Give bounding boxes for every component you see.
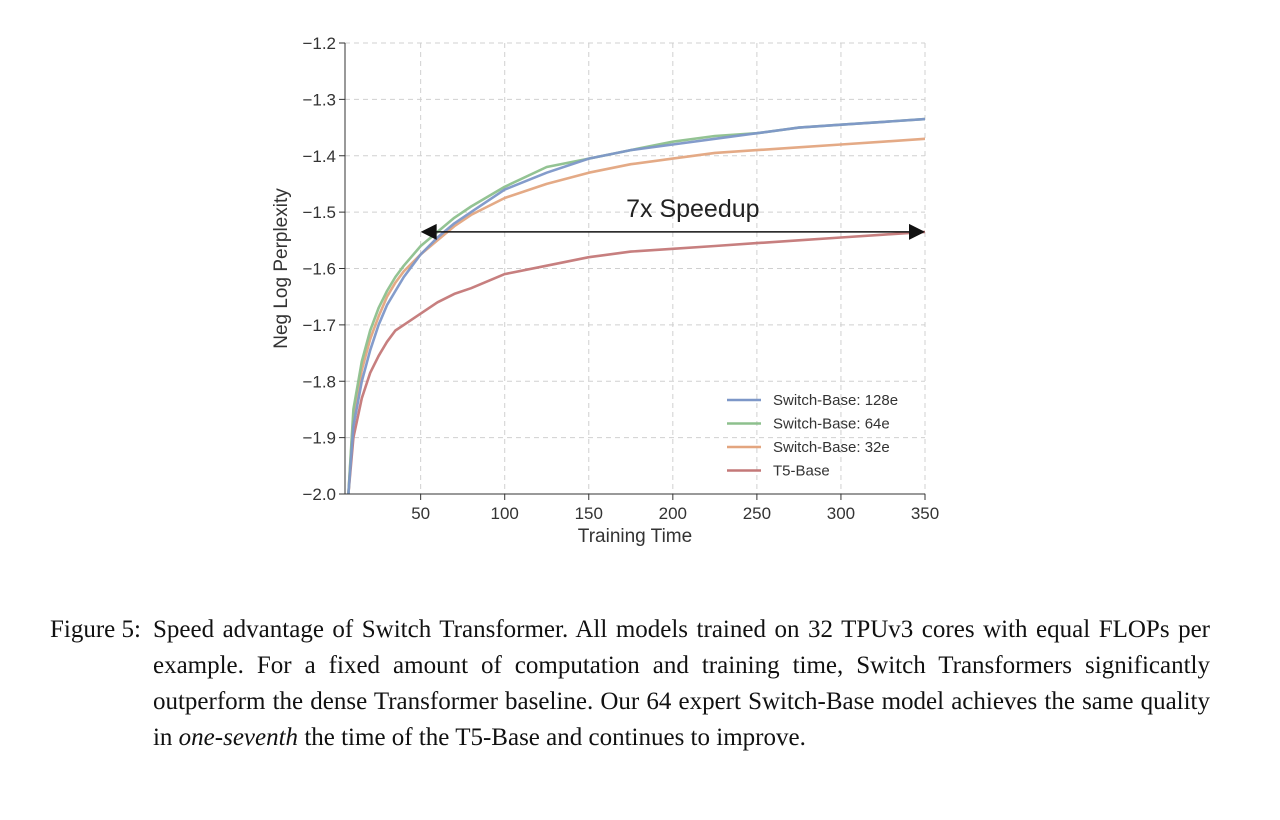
- y-tick-label: −1.6: [302, 260, 336, 279]
- x-tick-label: 50: [411, 504, 430, 523]
- legend-label: Switch-Base: 32e: [773, 439, 890, 456]
- ticks: −2.0 −1.9 −1.8 −1.7 −1.6 −1.5 −1.4 −1.3 −1.2 50 10…: [302, 34, 939, 523]
- speedup-annotation: 7x Speedup: [420, 195, 925, 240]
- y-tick-label: −2.0: [302, 485, 336, 504]
- speedup-arrowhead-right: [909, 223, 925, 240]
- legend: Switch-Base: 128e Switch-Base: 64e Switch-…: [727, 392, 898, 480]
- speedup-label: 7x Speedup: [626, 195, 759, 223]
- caption-body-part-2: the time of the T5-Base and continues to…: [298, 724, 806, 751]
- x-tick-label: 200: [659, 504, 687, 523]
- caption-body-part-1: Speed advantage of Switch Transformer. A…: [152, 616, 1210, 751]
- x-tick-label: 150: [575, 504, 603, 523]
- y-tick-label: −1.3: [302, 90, 336, 109]
- x-tick-label: 100: [491, 504, 519, 523]
- y-tick-label: −1.4: [302, 147, 336, 166]
- y-axis-title: Neg Log Perplexity: [271, 188, 292, 349]
- y-tick-label: −1.5: [302, 203, 336, 222]
- series-line-switch-base-32e: [347, 137, 925, 494]
- y-tick-label: −1.9: [302, 429, 336, 448]
- series-lines: [347, 117, 925, 494]
- series-line-t5-base: [347, 230, 925, 494]
- x-tick-label: 350: [911, 504, 939, 523]
- grid: [345, 42, 926, 494]
- speedup-arrowhead-left: [420, 223, 437, 240]
- caption-label: Figure 5:: [50, 616, 141, 643]
- legend-label: T5-Base: [773, 463, 830, 480]
- y-tick-label: −1.8: [302, 372, 336, 391]
- figure-caption: Figure 5: Speed advantage of Switch Tran…: [50, 612, 1210, 756]
- caption-emphasis: one-seventh: [178, 724, 299, 751]
- x-tick-label: 250: [743, 504, 771, 523]
- chart-canvas: −2.0 −1.9 −1.8 −1.7 −1.6 −1.5 −1.4 −1.3 −1.2 50 10…: [271, 34, 939, 547]
- legend-label: Switch-Base: 64e: [773, 416, 890, 433]
- y-tick-label: −1.7: [302, 316, 336, 335]
- caption-text: Speed advantage of Switch Transformer. A…: [153, 612, 1210, 756]
- x-axis-title: Training Time: [578, 526, 692, 547]
- series-line-switch-base-128e: [347, 117, 925, 494]
- x-tick-label: 300: [827, 504, 855, 523]
- y-tick-label: −1.2: [302, 34, 336, 53]
- legend-label: Switch-Base: 128e: [773, 392, 898, 409]
